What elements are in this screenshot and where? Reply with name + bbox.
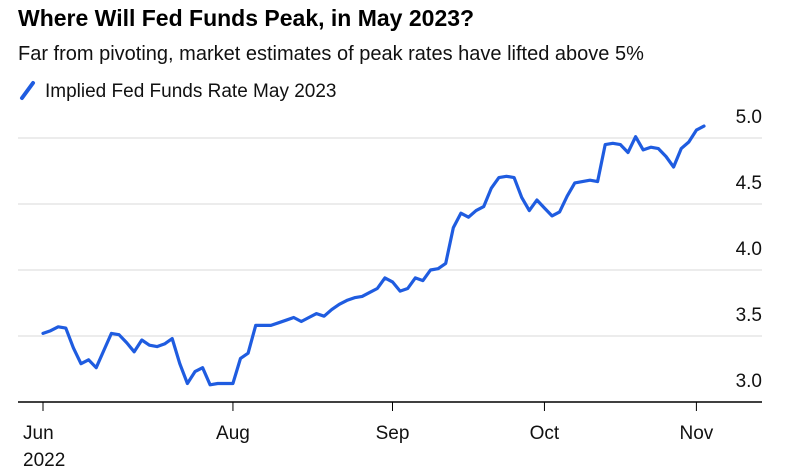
chart-title: Where Will Fed Funds Peak, in May 2023?: [18, 5, 474, 31]
y-tick-label: 5.0: [736, 107, 762, 128]
y-tick-label: 3.5: [736, 305, 762, 326]
x-tick-label: Nov: [679, 423, 714, 444]
x-tick-label: Jun 2022: [23, 423, 66, 471]
data-line: [41, 124, 706, 387]
legend-label: Implied Fed Funds Rate May 2023: [45, 81, 337, 102]
y-tick-label: 3.0: [736, 371, 762, 392]
chart-subtitle: Far from pivoting, market estimates of p…: [18, 43, 644, 65]
y-tick-label: 4.0: [736, 239, 762, 260]
x-tick-label: Aug: [216, 423, 250, 444]
x-tick-label: Sep: [375, 423, 410, 444]
legend-swatch: [20, 81, 35, 100]
y-tick-label: 4.5: [736, 173, 762, 194]
x-tick-label: Oct: [529, 423, 560, 444]
